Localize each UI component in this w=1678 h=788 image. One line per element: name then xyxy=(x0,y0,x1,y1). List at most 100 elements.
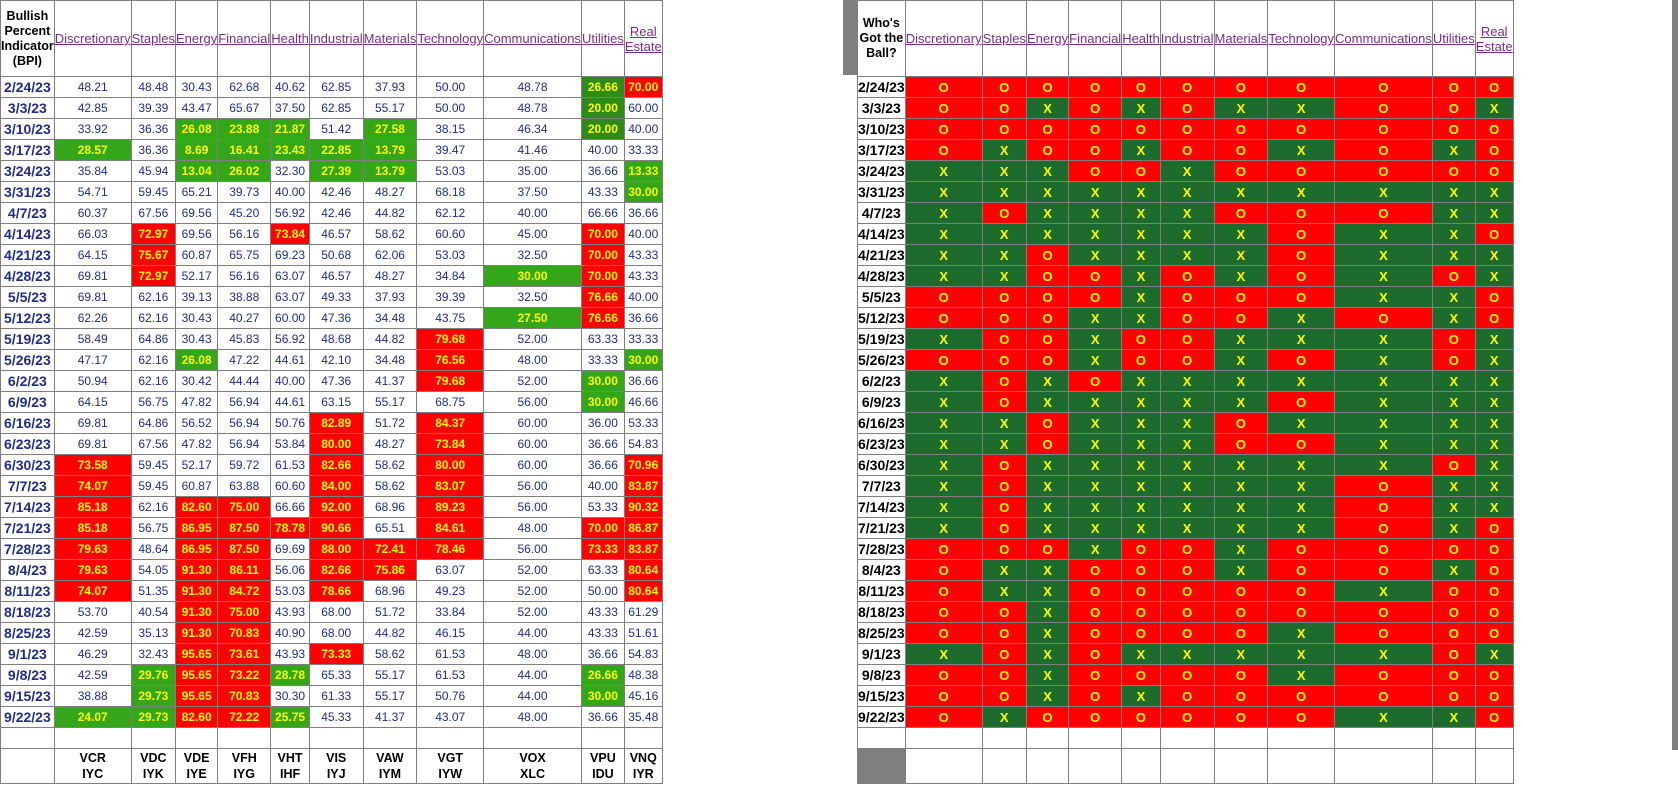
bull-signal-cell[interactable]: X xyxy=(1025,622,1070,644)
bpi-value-cell[interactable]: 44.00 xyxy=(483,664,582,686)
date-cell[interactable]: 8/4/23 xyxy=(857,559,906,581)
bull-signal-cell[interactable]: X xyxy=(1334,433,1433,455)
bpi-value-cell[interactable]: 60.00 xyxy=(270,307,310,329)
bear-signal-cell[interactable]: O xyxy=(1068,265,1123,287)
date-cell[interactable]: 5/5/23 xyxy=(857,286,906,308)
empty-cell[interactable] xyxy=(1474,748,1514,784)
bpi-value-cell[interactable]: 27.50 xyxy=(483,307,582,329)
bull-signal-cell[interactable]: X xyxy=(1474,391,1514,413)
bpi-value-cell[interactable]: 56.94 xyxy=(217,391,272,413)
bpi-value-cell[interactable]: 64.86 xyxy=(130,328,177,350)
bear-signal-cell[interactable]: O xyxy=(1474,286,1514,308)
bpi-value-cell[interactable]: 59.72 xyxy=(217,454,272,476)
bull-signal-cell[interactable]: X xyxy=(1121,265,1161,287)
bpi-value-cell[interactable]: 56.75 xyxy=(130,517,177,539)
bpi-value-cell[interactable]: 69.56 xyxy=(175,202,219,224)
bull-signal-cell[interactable]: X xyxy=(904,160,983,182)
bull-signal-cell[interactable]: X xyxy=(1213,181,1269,203)
date-cell[interactable]: 3/3/23 xyxy=(0,97,55,119)
bull-signal-cell[interactable]: X xyxy=(1121,286,1161,308)
sector-link[interactable]: Utilities xyxy=(581,31,624,46)
ticker-cell[interactable]: VAW IYM xyxy=(362,748,418,784)
bpi-value-cell[interactable]: 46.34 xyxy=(483,118,582,140)
bpi-value-cell[interactable]: 50.76 xyxy=(270,412,310,434)
bull-signal-cell[interactable]: X xyxy=(1068,244,1123,266)
bpi-value-cell[interactable]: 68.18 xyxy=(416,181,485,203)
date-cell[interactable]: 2/24/23 xyxy=(857,76,906,98)
bpi-value-cell[interactable]: 59.45 xyxy=(130,454,177,476)
bear-signal-cell[interactable]: O xyxy=(1334,622,1433,644)
bear-signal-cell[interactable]: O xyxy=(1159,622,1215,644)
bpi-value-cell[interactable]: 59.45 xyxy=(130,181,177,203)
bpi-value-cell[interactable]: 44.00 xyxy=(483,622,582,644)
bear-signal-cell[interactable]: O xyxy=(981,517,1027,539)
sector-link[interactable]: Staples xyxy=(131,31,176,46)
bear-signal-cell[interactable]: O xyxy=(981,391,1027,413)
bpi-value-cell[interactable]: 54.83 xyxy=(623,433,663,455)
bpi-value-cell[interactable]: 30.00 xyxy=(580,685,625,707)
bpi-value-cell[interactable]: 83.07 xyxy=(416,475,485,497)
bear-signal-cell[interactable]: O xyxy=(1431,538,1476,560)
bear-signal-cell[interactable]: O xyxy=(1334,76,1433,98)
bpi-value-cell[interactable]: 39.73 xyxy=(217,181,272,203)
bpi-value-cell[interactable]: 68.00 xyxy=(308,601,364,623)
bull-signal-cell[interactable]: X xyxy=(981,706,1027,728)
bear-signal-cell[interactable]: O xyxy=(1213,76,1269,98)
bpi-value-cell[interactable]: 13.79 xyxy=(362,139,418,161)
bpi-value-cell[interactable]: 65.51 xyxy=(362,517,418,539)
bear-signal-cell[interactable]: O xyxy=(1121,580,1161,602)
bull-signal-cell[interactable]: X xyxy=(1068,412,1123,434)
bpi-value-cell[interactable]: 36.36 xyxy=(130,139,177,161)
bpi-value-cell[interactable]: 79.63 xyxy=(53,538,132,560)
bear-signal-cell[interactable]: O xyxy=(1159,580,1215,602)
bpi-value-cell[interactable]: 36.36 xyxy=(130,118,177,140)
date-cell[interactable]: 4/28/23 xyxy=(0,265,55,287)
bpi-value-cell[interactable]: 42.59 xyxy=(53,664,132,686)
bpi-value-cell[interactable]: 13.79 xyxy=(362,160,418,182)
bull-signal-cell[interactable]: X xyxy=(1068,475,1123,497)
bear-signal-cell[interactable]: O xyxy=(1159,685,1215,707)
bear-signal-cell[interactable]: O xyxy=(1068,559,1123,581)
bull-signal-cell[interactable]: X xyxy=(981,223,1027,245)
bpi-value-cell[interactable]: 40.00 xyxy=(623,223,663,245)
bpi-value-cell[interactable]: 53.84 xyxy=(270,433,310,455)
bpi-value-cell[interactable]: 64.15 xyxy=(53,391,132,413)
bear-signal-cell[interactable]: O xyxy=(981,328,1027,350)
bull-signal-cell[interactable]: X xyxy=(1121,97,1161,119)
bull-signal-cell[interactable]: X xyxy=(1121,139,1161,161)
bear-signal-cell[interactable]: O xyxy=(1474,601,1514,623)
bpi-value-cell[interactable]: 69.81 xyxy=(53,286,132,308)
vertical-scrollbar[interactable] xyxy=(843,0,857,75)
date-cell[interactable]: 3/31/23 xyxy=(857,181,906,203)
bear-signal-cell[interactable]: O xyxy=(904,559,983,581)
bear-signal-cell[interactable]: O xyxy=(1025,433,1070,455)
bear-signal-cell[interactable]: O xyxy=(1025,706,1070,728)
bear-signal-cell[interactable]: O xyxy=(1068,97,1123,119)
date-cell[interactable]: 6/9/23 xyxy=(0,391,55,413)
bpi-value-cell[interactable]: 37.93 xyxy=(362,76,418,98)
bear-signal-cell[interactable]: O xyxy=(1159,601,1215,623)
bear-signal-cell[interactable]: O xyxy=(981,370,1027,392)
bpi-value-cell[interactable]: 89.23 xyxy=(416,496,485,518)
empty-cell[interactable] xyxy=(1334,748,1433,784)
bpi-value-cell[interactable]: 65.75 xyxy=(217,244,272,266)
bull-signal-cell[interactable]: X xyxy=(1025,223,1070,245)
bpi-value-cell[interactable]: 73.33 xyxy=(580,538,625,560)
bpi-value-cell[interactable]: 39.39 xyxy=(416,286,485,308)
date-cell[interactable]: 2/24/23 xyxy=(0,76,55,98)
bpi-value-cell[interactable]: 58.62 xyxy=(362,223,418,245)
bpi-value-cell[interactable]: 64.86 xyxy=(130,412,177,434)
bpi-value-cell[interactable]: 42.46 xyxy=(308,202,364,224)
sector-link[interactable]: Energy xyxy=(176,31,218,46)
bpi-value-cell[interactable]: 42.10 xyxy=(308,349,364,371)
bpi-value-cell[interactable]: 62.16 xyxy=(130,349,177,371)
bear-signal-cell[interactable]: O xyxy=(1121,559,1161,581)
ticker-cell[interactable]: VDE IYE xyxy=(175,748,219,784)
bpi-value-cell[interactable]: 75.00 xyxy=(217,496,272,518)
bpi-value-cell[interactable]: 73.58 xyxy=(53,454,132,476)
bear-signal-cell[interactable]: O xyxy=(1159,328,1215,350)
bear-signal-cell[interactable]: O xyxy=(1121,664,1161,686)
bear-signal-cell[interactable]: O xyxy=(981,475,1027,497)
bull-signal-cell[interactable]: X xyxy=(1474,475,1514,497)
bpi-value-cell[interactable]: 70.00 xyxy=(580,223,625,245)
